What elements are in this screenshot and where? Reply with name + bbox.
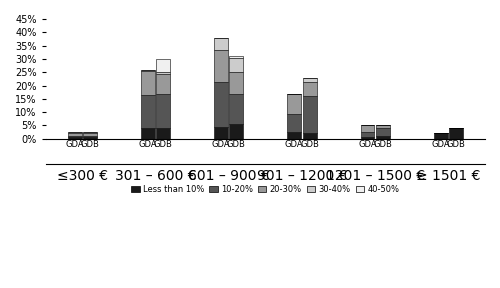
Bar (68, 137, 82, 139)
Bar (214, 38, 228, 50)
Bar (156, 94, 170, 128)
Bar (83, 136, 97, 137)
Bar (288, 132, 301, 139)
Bar (83, 133, 97, 136)
Bar (141, 95, 155, 128)
Bar (68, 136, 82, 137)
Bar (302, 82, 316, 96)
Bar (302, 96, 316, 133)
Bar (83, 137, 97, 139)
Bar (230, 72, 243, 94)
Bar (230, 56, 243, 58)
Bar (449, 128, 463, 139)
Bar (360, 132, 374, 137)
Bar (156, 59, 170, 72)
Bar (68, 133, 82, 136)
Bar (302, 133, 316, 139)
Bar (288, 113, 301, 132)
Bar (214, 50, 228, 82)
Bar (156, 72, 170, 73)
Bar (214, 82, 228, 127)
Bar (376, 136, 390, 139)
Bar (376, 126, 390, 128)
Bar (434, 133, 448, 139)
Bar (68, 132, 82, 133)
Bar (376, 128, 390, 136)
Bar (360, 137, 374, 139)
Bar (302, 77, 316, 82)
Bar (83, 132, 97, 133)
Bar (230, 58, 243, 72)
Legend: Less than 10%, 10-20%, 20-30%, 30-40%, 40-50%: Less than 10%, 10-20%, 20-30%, 30-40%, 4… (128, 181, 402, 197)
Bar (156, 128, 170, 139)
Bar (230, 124, 243, 139)
Bar (288, 94, 301, 113)
Bar (141, 128, 155, 139)
Bar (230, 94, 243, 124)
Bar (360, 126, 374, 132)
Bar (141, 70, 155, 71)
Bar (214, 127, 228, 139)
Bar (156, 73, 170, 94)
Bar (141, 71, 155, 95)
